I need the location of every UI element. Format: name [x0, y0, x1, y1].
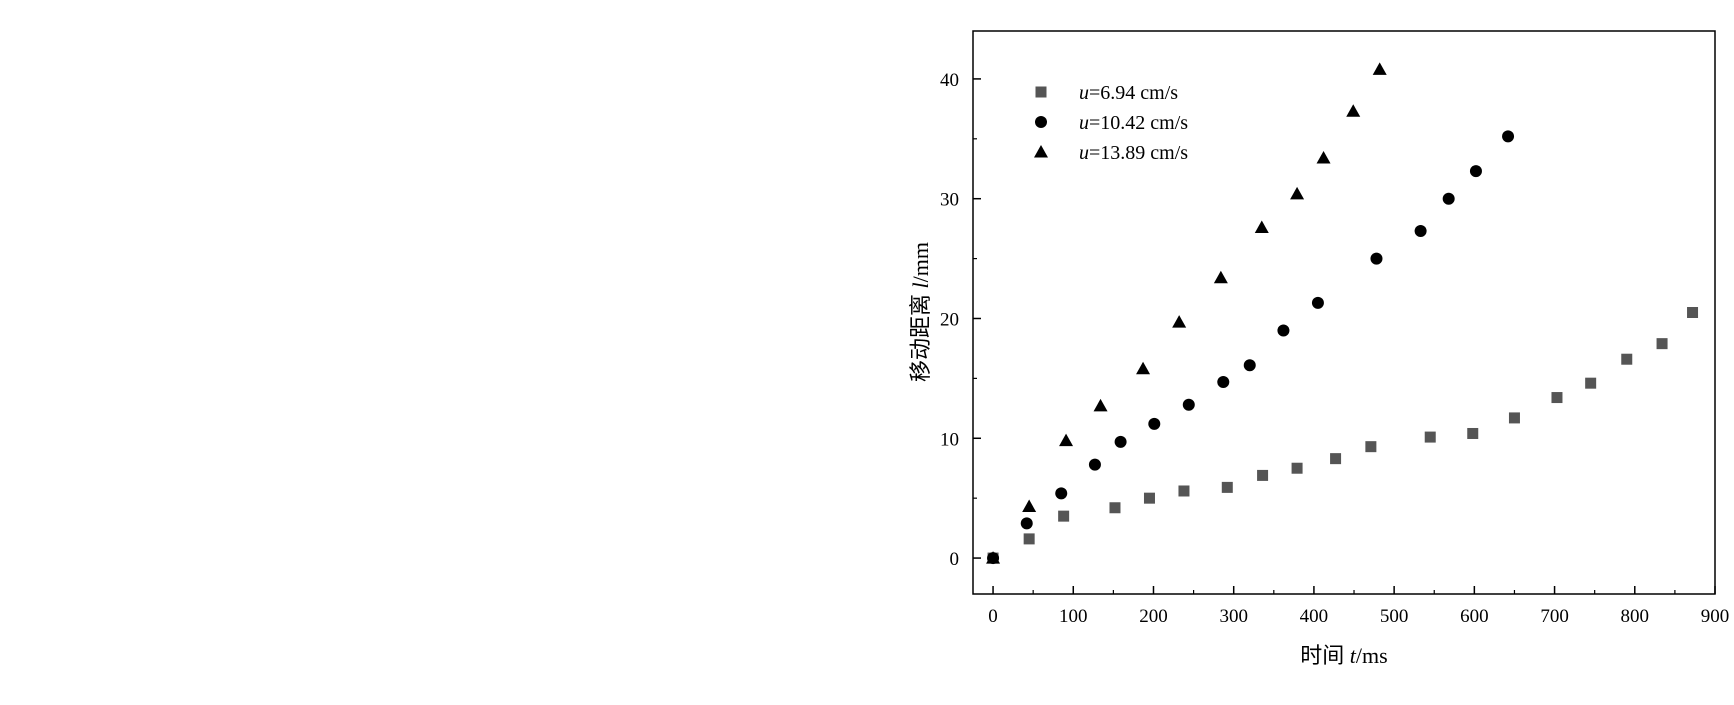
legend-label: u=6.94 cm/s	[1079, 82, 1178, 104]
data-point	[1424, 431, 1436, 443]
data-point	[1687, 307, 1699, 318]
data-point	[1330, 453, 1342, 465]
y-axis-label: 移动距离 l/mm	[908, 242, 933, 382]
legend-item-2: u=10.42 cm/s	[1035, 112, 1188, 134]
data-point	[1414, 225, 1427, 238]
series-3	[986, 62, 1387, 564]
x-tick-label: 800	[1621, 606, 1650, 627]
data-point	[1088, 458, 1101, 471]
data-point	[1346, 104, 1361, 117]
data-point	[1370, 252, 1383, 265]
data-point	[1372, 62, 1387, 75]
data-point	[1022, 499, 1037, 513]
data-point	[1114, 435, 1127, 448]
data-point	[1257, 469, 1269, 481]
x-tick-label: 200	[1139, 606, 1168, 627]
x-tick-label: 700	[1540, 606, 1569, 627]
data-point	[1148, 417, 1161, 430]
data-point	[1182, 398, 1195, 411]
series-2	[987, 130, 1515, 565]
data-point	[1221, 481, 1233, 493]
data-point	[1277, 324, 1290, 337]
y-axis: 0 10 20 30 40	[940, 70, 981, 570]
data-points	[986, 62, 1699, 565]
data-point	[1178, 485, 1190, 497]
data-point	[1585, 377, 1597, 389]
x-tick-label: 300	[1219, 606, 1248, 627]
y-tick-label: 30	[940, 190, 959, 211]
data-point	[1656, 338, 1668, 350]
x-tick-label: 400	[1300, 606, 1329, 627]
data-point	[1254, 220, 1269, 233]
data-point	[1311, 296, 1324, 309]
data-point	[1621, 353, 1633, 365]
data-point	[1059, 433, 1074, 447]
data-point	[1020, 517, 1033, 530]
data-point	[1055, 487, 1068, 500]
legend-marker	[1034, 145, 1048, 158]
data-point	[1058, 510, 1070, 522]
data-point	[1143, 492, 1155, 504]
legend-label: u=13.89 cm/s	[1079, 142, 1188, 164]
y-tick-label: 10	[940, 429, 959, 450]
x-axis-label: 时间 t/ms	[1300, 643, 1387, 668]
data-point	[986, 551, 1001, 564]
data-point	[1172, 315, 1187, 328]
legend-item-1: u=6.94 cm/s	[1035, 82, 1178, 104]
y-tick-label: 20	[940, 309, 959, 330]
data-point	[1217, 375, 1230, 388]
legend-label: u=10.42 cm/s	[1079, 112, 1188, 134]
data-point	[1551, 392, 1563, 404]
data-point	[1316, 150, 1331, 164]
data-point	[1023, 533, 1035, 545]
legend-marker	[1035, 116, 1047, 128]
x-tick-label: 600	[1460, 606, 1489, 627]
data-point	[1467, 427, 1479, 439]
legend-marker	[1035, 86, 1047, 98]
x-tick-label: 500	[1380, 606, 1409, 627]
plot-frame	[972, 30, 1716, 595]
data-point	[1213, 270, 1228, 284]
data-point	[1243, 359, 1256, 372]
x-tick-label: 100	[1059, 606, 1088, 627]
data-point	[1502, 130, 1515, 143]
x-tick-label: 900	[1701, 606, 1730, 627]
data-point	[1469, 165, 1482, 178]
data-point	[1365, 441, 1377, 453]
data-point	[1290, 186, 1305, 200]
data-point	[1508, 412, 1520, 424]
data-point	[1093, 398, 1108, 412]
legend: u=6.94 cm/s u=10.42 cm/s u=13.89 cm/s	[1034, 82, 1188, 164]
x-tick-label: 0	[988, 606, 998, 627]
data-point	[1136, 361, 1151, 375]
x-axis: 0 100 200 300 400 500 600 700 800 900	[988, 586, 1729, 627]
legend-item-3: u=13.89 cm/s	[1034, 142, 1188, 164]
series-1	[987, 307, 1699, 564]
data-point	[1109, 502, 1121, 514]
y-tick-label: 0	[950, 549, 960, 570]
y-tick-label: 40	[940, 70, 959, 91]
data-point	[1291, 462, 1303, 474]
data-point	[1442, 192, 1455, 205]
